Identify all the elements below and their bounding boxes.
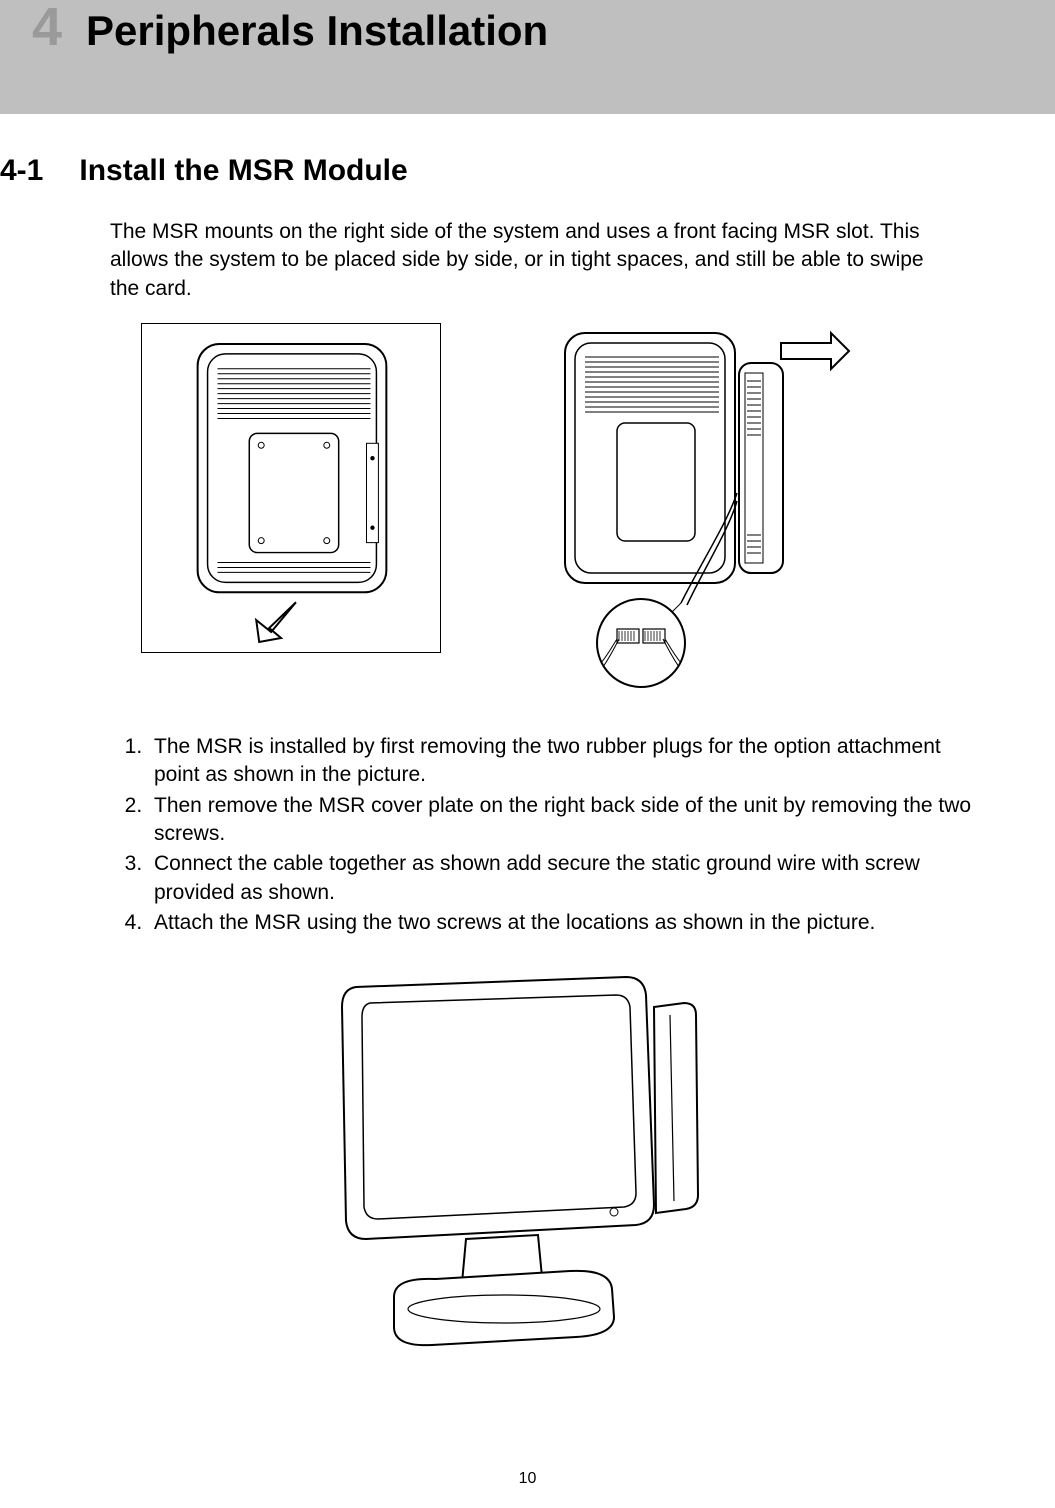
section-number: 4-1 bbox=[0, 154, 43, 188]
intro-paragraph: The MSR mounts on the right side of the … bbox=[110, 218, 931, 303]
step-item: Then remove the MSR cover plate on the r… bbox=[148, 792, 981, 849]
step-item: The MSR is installed by first removing t… bbox=[148, 733, 981, 790]
chapter-title-row: 4 Peripherals Installation bbox=[0, 0, 1055, 54]
device-back-illustration-icon bbox=[142, 324, 440, 652]
chapter-number: 4 bbox=[32, 0, 62, 54]
figures-row-top bbox=[0, 323, 991, 693]
page: 4 Peripherals Installation 4-1 Install t… bbox=[0, 0, 1055, 1508]
figure-msr-plugs bbox=[141, 323, 441, 653]
chapter-title: Peripherals Installation bbox=[86, 10, 548, 52]
assembled-terminal-illustration-icon bbox=[266, 957, 726, 1357]
page-number: 10 bbox=[0, 1470, 1055, 1488]
figure-bottom-wrap bbox=[0, 957, 991, 1357]
chapter-header-bar: 4 Peripherals Installation bbox=[0, 0, 1055, 114]
steps-list: The MSR is installed by first removing t… bbox=[0, 733, 991, 937]
section-title: Install the MSR Module bbox=[79, 154, 407, 188]
figure-msr-attach bbox=[531, 323, 851, 693]
step-item: Attach the MSR using the two screws at t… bbox=[148, 909, 981, 937]
figure-assembled bbox=[266, 957, 726, 1357]
page-content: 4-1 Install the MSR Module The MSR mount… bbox=[0, 114, 1055, 1357]
step-item: Connect the cable together as shown add … bbox=[148, 850, 981, 907]
msr-attach-illustration-icon bbox=[531, 323, 851, 693]
section-heading-row: 4-1 Install the MSR Module bbox=[0, 154, 991, 188]
